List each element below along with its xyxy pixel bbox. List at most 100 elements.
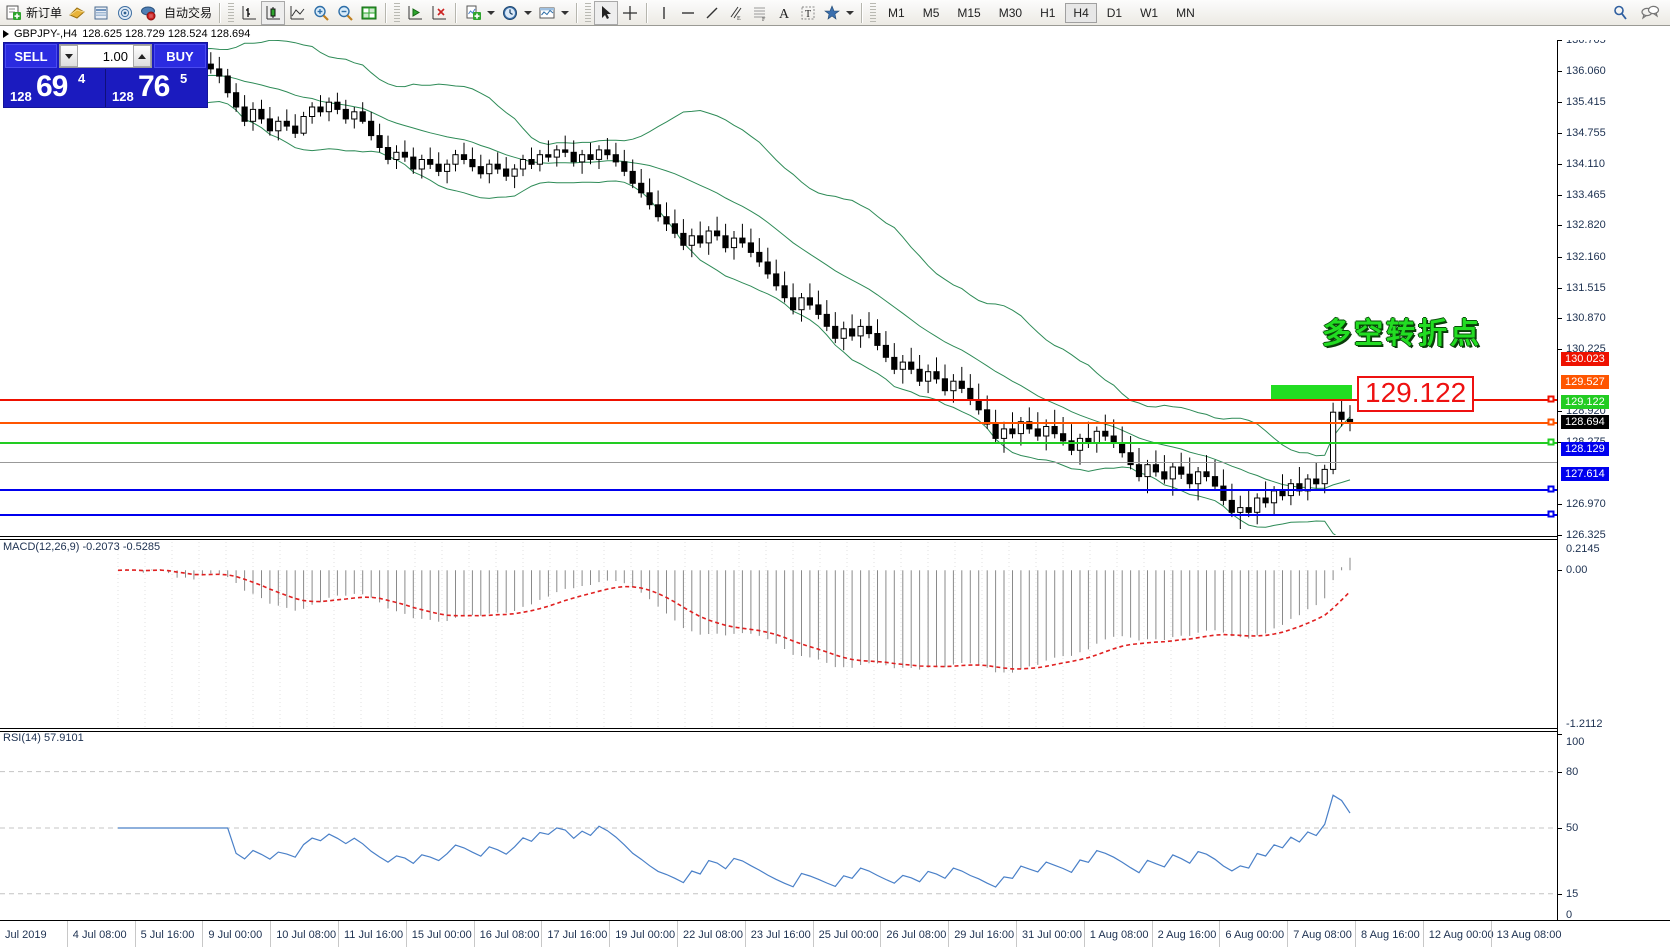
axis-tick bbox=[1558, 570, 1562, 572]
axis-chip-resistance-1[interactable]: 130.023 bbox=[1561, 351, 1609, 366]
volume-stepper[interactable]: 1.00 bbox=[59, 44, 152, 68]
trendline-button[interactable] bbox=[700, 1, 724, 25]
zoom-in-button[interactable] bbox=[309, 1, 333, 25]
chevron-up-icon bbox=[138, 53, 146, 59]
time-axis-label: 13 Aug 08:00 bbox=[1496, 929, 1562, 941]
period-button[interactable] bbox=[498, 1, 535, 25]
axis-chip-resistance-2[interactable]: 129.527 bbox=[1561, 375, 1609, 390]
level-line-resistance-1[interactable] bbox=[0, 398, 1557, 401]
level-knob-resistance-1[interactable] bbox=[1547, 395, 1555, 403]
svg-text:A: A bbox=[779, 7, 790, 22]
time-tick bbox=[677, 921, 678, 947]
one-click-price-row: 128 69 4 128 76 5 bbox=[4, 69, 207, 107]
auto-scroll-button[interactable] bbox=[427, 1, 451, 25]
chart-area[interactable]: 多空转折点 129.122 MACD(12,26,9) -0.2073 -0.5… bbox=[0, 34, 1670, 923]
shapes-button[interactable] bbox=[820, 1, 857, 25]
search-icon[interactable] bbox=[1612, 4, 1630, 22]
axis-tick bbox=[1558, 442, 1562, 443]
sell-button[interactable]: SELL bbox=[5, 44, 57, 68]
level-line-support-2[interactable] bbox=[0, 513, 1557, 516]
buy-price-cell[interactable]: 128 76 5 bbox=[106, 69, 207, 107]
chat-icon[interactable] bbox=[1640, 4, 1660, 22]
candlestick-chart-button[interactable] bbox=[261, 0, 286, 25]
level-line-current-price[interactable] bbox=[0, 462, 1557, 463]
chevron-down-icon[interactable] bbox=[561, 10, 570, 15]
axis-chip-pivot[interactable]: 129.122 bbox=[1561, 394, 1609, 409]
price-axis[interactable]: 136.705 136.060 135.415 134.755 134.110 133.4… bbox=[1557, 34, 1670, 923]
text-button[interactable]: A bbox=[772, 1, 796, 25]
cursor-button[interactable] bbox=[594, 0, 619, 25]
templates-button[interactable] bbox=[535, 1, 572, 25]
volume-value[interactable]: 1.00 bbox=[78, 45, 133, 67]
equidistant-channel-button[interactable]: E bbox=[724, 1, 748, 25]
terminal-icon bbox=[140, 4, 158, 22]
toolbar-grip[interactable] bbox=[228, 2, 235, 23]
level-knob-support-1[interactable] bbox=[1547, 485, 1555, 493]
tab-timeframe-m1[interactable]: M1 bbox=[888, 5, 905, 20]
level-line-support-1[interactable] bbox=[0, 489, 1557, 491]
shift-end-button[interactable] bbox=[403, 1, 427, 25]
toolbar-grip-2[interactable] bbox=[394, 2, 401, 23]
time-axis-label: 31 Jul 00:00 bbox=[1022, 929, 1082, 941]
axis-tick bbox=[1558, 318, 1562, 320]
buy-button[interactable]: BUY bbox=[154, 44, 206, 68]
level-knob-pivot[interactable] bbox=[1547, 438, 1555, 446]
level-knob-support-2[interactable] bbox=[1547, 510, 1555, 517]
indicators-button[interactable] bbox=[461, 1, 498, 25]
new-order-button[interactable]: 新订单 bbox=[2, 1, 65, 25]
chevron-down-icon[interactable] bbox=[487, 10, 496, 15]
volume-increase-button[interactable] bbox=[133, 45, 151, 67]
toolbar-grip-4[interactable] bbox=[870, 2, 877, 23]
level-knob-resistance-2[interactable] bbox=[1547, 418, 1555, 426]
main-toolbar: 新订单 bbox=[0, 0, 1670, 26]
volume-decrease-button[interactable] bbox=[60, 45, 78, 67]
zoom-out-icon bbox=[336, 4, 354, 22]
rsi-label: RSI(14) 57.9101 bbox=[3, 732, 84, 744]
market-watch-button[interactable] bbox=[65, 1, 89, 25]
time-axis[interactable]: Jul 2019 4 Jul 08:00 5 Jul 16:00 9 Jul 00:0… bbox=[0, 920, 1670, 947]
one-click-trading-panel[interactable]: SELL 1.00 BUY 128 69 4 128 76 5 bbox=[3, 42, 208, 108]
period-icon bbox=[501, 4, 519, 22]
level-line-pivot[interactable] bbox=[0, 441, 1557, 444]
axis-chip-support-1[interactable]: 128.129 bbox=[1561, 442, 1609, 456]
rsi-pane[interactable] bbox=[0, 734, 1557, 922]
tab-timeframe-d1[interactable]: D1 bbox=[1106, 5, 1123, 20]
time-axis-label: 6 Aug 00:00 bbox=[1225, 929, 1285, 941]
axis-label-price: 134.755 bbox=[1566, 127, 1606, 139]
toolbar-grip-3[interactable] bbox=[585, 2, 592, 23]
axis-label-macd-zero: 0.00 bbox=[1566, 564, 1588, 577]
fibonacci-button[interactable]: F bbox=[748, 1, 772, 25]
chevron-down-icon[interactable] bbox=[846, 10, 855, 15]
level-line-resistance-2[interactable] bbox=[0, 422, 1557, 425]
tab-timeframe-m15[interactable]: M15 bbox=[957, 5, 981, 20]
axis-tick bbox=[1558, 287, 1562, 289]
line-chart-button[interactable] bbox=[285, 1, 309, 25]
chevron-down-icon[interactable] bbox=[524, 10, 533, 15]
sell-price-cell[interactable]: 128 69 4 bbox=[4, 69, 106, 107]
tab-timeframe-h1[interactable]: H1 bbox=[1040, 5, 1056, 20]
data-window-button[interactable] bbox=[89, 1, 113, 25]
tab-timeframe-h4[interactable]: H4 bbox=[1065, 2, 1097, 23]
axis-label-price: 132.160 bbox=[1566, 250, 1606, 263]
hline-button[interactable] bbox=[676, 1, 700, 25]
navigator-button[interactable] bbox=[113, 1, 137, 25]
zoom-out-button[interactable] bbox=[333, 1, 357, 25]
tab-timeframe-m30[interactable]: M30 bbox=[998, 5, 1023, 20]
sell-price-integer: 128 bbox=[10, 89, 32, 104]
new-order-icon bbox=[5, 4, 23, 22]
tile-windows-button[interactable] bbox=[357, 1, 381, 25]
macd-pane[interactable] bbox=[0, 542, 1557, 730]
price-pane[interactable] bbox=[0, 40, 1557, 535]
chart-expand-icon[interactable] bbox=[3, 29, 9, 38]
terminal-button[interactable] bbox=[137, 1, 161, 25]
autotrading-button[interactable]: 自动交易 bbox=[161, 1, 215, 25]
axis-chip-current-price[interactable]: 128.694 bbox=[1561, 415, 1609, 429]
crosshair-button[interactable] bbox=[618, 1, 642, 25]
tab-timeframe-w1[interactable]: W1 bbox=[1140, 5, 1159, 20]
axis-chip-support-2[interactable]: 127.614 bbox=[1561, 466, 1609, 481]
tab-timeframe-mn[interactable]: MN bbox=[1176, 5, 1195, 20]
text-label-button[interactable]: T bbox=[796, 1, 820, 25]
bar-chart-button[interactable] bbox=[237, 1, 261, 25]
vline-button[interactable] bbox=[652, 1, 676, 25]
tab-timeframe-m5[interactable]: M5 bbox=[922, 5, 940, 20]
